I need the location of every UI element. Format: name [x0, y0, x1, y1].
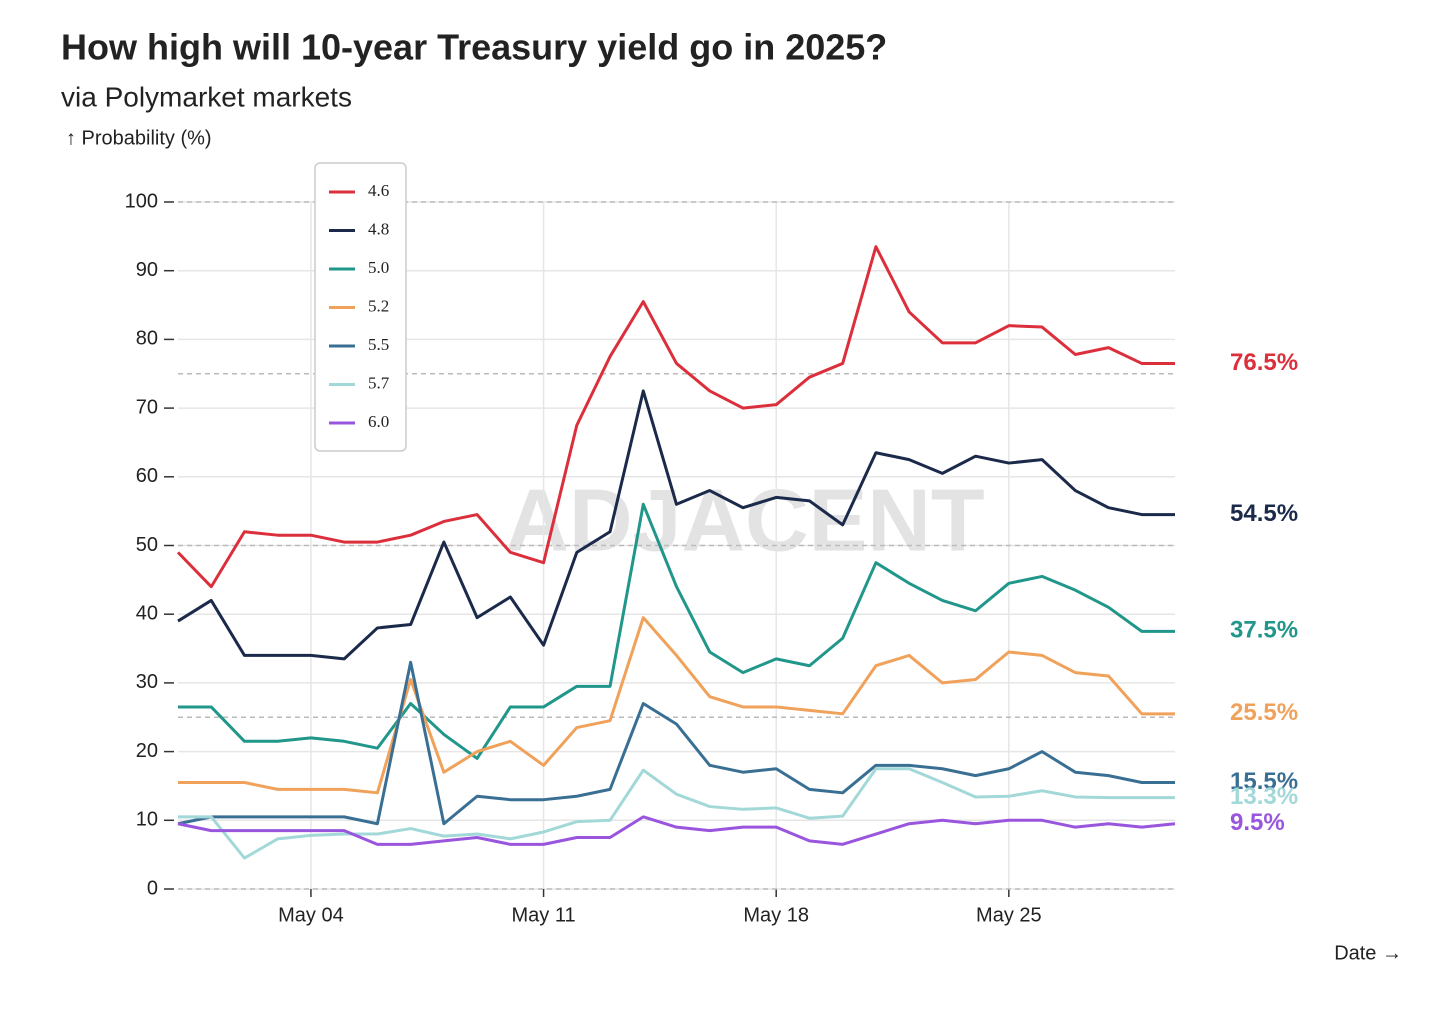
- end-label: 76.5%: [1230, 349, 1298, 376]
- x-tick-label: May 04: [278, 904, 344, 926]
- series-line: [178, 616, 1175, 795]
- legend-label: 5.5: [368, 335, 389, 354]
- chart-title: How high will 10-year Treasury yield go …: [61, 27, 887, 68]
- legend-label: 5.2: [368, 296, 389, 315]
- y-tick-label: 20: [136, 740, 158, 762]
- x-tick-label: May 11: [512, 904, 576, 926]
- end-label: 15.5%: [1230, 768, 1298, 795]
- end-label: 13.3%: [1230, 783, 1298, 810]
- legend-label: 5.7: [368, 373, 390, 392]
- x-tick-label: May 25: [976, 904, 1042, 926]
- y-tick-label: 60: [136, 465, 158, 487]
- watermark: ADJACENT: [505, 470, 984, 569]
- legend-label: 5.0: [368, 258, 389, 277]
- y-tick-label: 40: [136, 602, 158, 624]
- x-axis-label: Date →: [1334, 942, 1402, 964]
- series-line: [177, 389, 1175, 661]
- legend-label: 4.6: [368, 181, 389, 200]
- y-tick-label: 90: [136, 259, 158, 281]
- y-axis-label: ↑ Probability (%): [66, 127, 212, 149]
- series-line: [176, 245, 1175, 589]
- legend-label: 4.8: [368, 219, 389, 238]
- end-label: 25.5%: [1230, 699, 1298, 726]
- y-tick-label: 100: [125, 190, 158, 212]
- y-tick-label: 30: [136, 671, 158, 693]
- y-tick-label: 50: [136, 534, 158, 556]
- legend-label: 6.0: [368, 412, 389, 431]
- y-tick-label: 70: [136, 396, 158, 418]
- end-label: 54.5%: [1230, 500, 1298, 527]
- y-tick-label: 0: [147, 877, 158, 899]
- y-tick-label: 80: [136, 328, 158, 350]
- end-label: 37.5%: [1230, 617, 1298, 644]
- series-line: [177, 660, 1175, 826]
- series-line: [178, 502, 1175, 760]
- y-tick-label: 10: [136, 809, 158, 831]
- series-line: [177, 815, 1176, 846]
- series-line: [178, 767, 1175, 860]
- chart-subtitle: via Polymarket markets: [61, 81, 352, 112]
- legend-box: [314, 162, 407, 452]
- x-tick-label: May 18: [743, 904, 809, 926]
- end-label: 9.5%: [1230, 809, 1285, 836]
